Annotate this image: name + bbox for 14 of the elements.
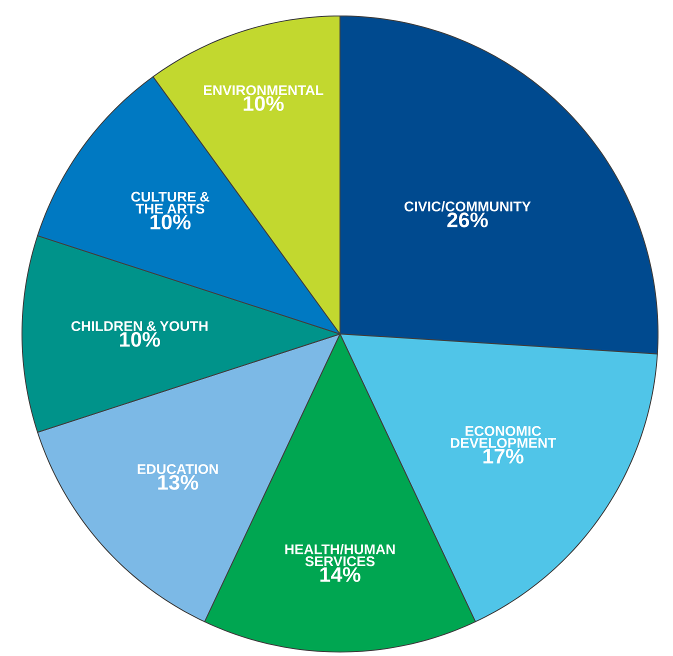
slice-label: CIVIC/COMMUNITY [404, 201, 531, 212]
data-label: 13% [158, 475, 198, 490]
data-label: 10% [244, 96, 284, 111]
slice-label: HEALTH/HUMAN SERVICES [285, 544, 395, 566]
slice-label: CULTURE & THE ARTS [131, 192, 210, 214]
slice-label: EDUCATION [138, 464, 218, 474]
slice-label: ENVIRONMENTAL [204, 85, 324, 96]
data-label: 10% [120, 332, 160, 347]
data-label: 26% [447, 212, 488, 228]
data-label: 10% [150, 214, 191, 230]
data-label: 14% [320, 567, 360, 582]
data-label: 17% [483, 448, 524, 464]
slice-label: ECONOMIC DEVELOPMENT [450, 426, 556, 448]
slice-label: CHILDREN & YOUTH [71, 321, 208, 332]
